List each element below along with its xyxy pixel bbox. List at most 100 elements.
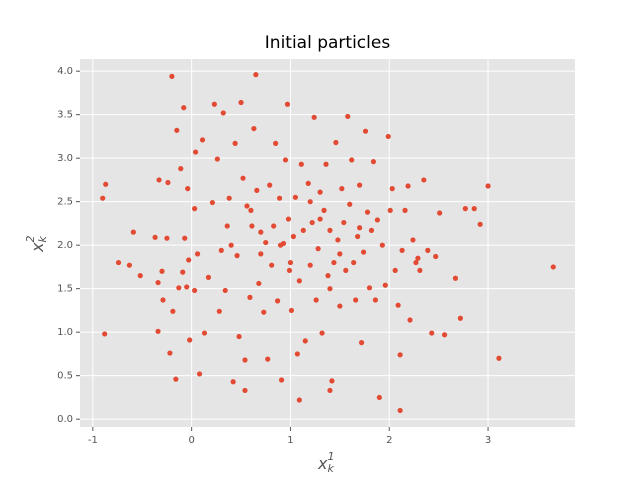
point: [462, 206, 468, 212]
point: [358, 340, 365, 346]
point: [278, 377, 285, 383]
point: [309, 219, 315, 226]
point: [218, 247, 224, 253]
point: [205, 274, 212, 280]
point: [263, 239, 269, 246]
y-axis-label: x2k: [24, 236, 49, 253]
point: [199, 137, 206, 143]
point: [415, 255, 421, 261]
x-axis-label-sup: 1: [327, 450, 334, 463]
point: [357, 182, 363, 188]
point: [477, 221, 483, 227]
point: [321, 207, 327, 213]
point: [103, 181, 109, 187]
y-tick-label: 2.5: [57, 197, 73, 208]
point: [165, 179, 171, 186]
point: [277, 242, 284, 248]
point: [397, 352, 403, 358]
point: [343, 267, 349, 274]
point: [186, 257, 192, 263]
point: [374, 217, 380, 223]
point: [267, 182, 273, 188]
point: [234, 253, 240, 259]
point: [302, 338, 308, 344]
point: [228, 242, 234, 248]
point: [372, 297, 379, 303]
point: [364, 209, 371, 215]
point: [437, 210, 443, 216]
point: [242, 387, 248, 394]
point: [130, 229, 136, 235]
point: [286, 267, 293, 274]
point: [269, 262, 275, 268]
point: [345, 113, 351, 120]
point: [201, 330, 208, 336]
point: [296, 397, 302, 403]
point: [271, 223, 277, 229]
point: [300, 227, 306, 233]
point: [407, 317, 413, 323]
point: [236, 333, 242, 340]
point: [397, 407, 403, 414]
point: [261, 309, 267, 315]
point: [209, 199, 215, 206]
point: [355, 233, 361, 240]
point: [433, 253, 439, 260]
point: [211, 101, 217, 107]
point: [290, 233, 297, 240]
x-tick-label: 2: [386, 435, 392, 446]
point: [327, 227, 333, 233]
point: [220, 110, 226, 116]
x-tick-label: -1: [88, 435, 98, 446]
point: [249, 223, 255, 229]
point: [232, 140, 238, 146]
point: [317, 189, 323, 195]
point: [370, 159, 377, 165]
y-axis-label-sub: k: [36, 236, 49, 243]
point: [192, 206, 198, 212]
x-tick-label: 0: [188, 435, 194, 446]
point: [323, 161, 329, 167]
point: [325, 273, 331, 279]
point: [224, 223, 230, 229]
point: [366, 285, 373, 291]
point: [216, 308, 222, 314]
x-axis-label-base: x: [317, 454, 328, 473]
point: [192, 287, 198, 294]
y-tick-label: 1.0: [57, 327, 73, 338]
point: [247, 294, 253, 300]
point: [429, 330, 435, 336]
point: [102, 331, 108, 337]
point: [341, 219, 347, 226]
point: [196, 371, 203, 377]
point: [253, 72, 259, 78]
point: [254, 187, 260, 193]
point: [550, 264, 556, 270]
point: [417, 267, 423, 274]
point: [485, 183, 491, 189]
point: [327, 286, 333, 292]
point: [294, 351, 300, 357]
point: [327, 387, 333, 394]
point: [159, 268, 165, 274]
point: [337, 251, 343, 257]
point: [176, 285, 182, 291]
point: [307, 199, 313, 205]
y-tick-label: 3.5: [57, 110, 73, 121]
point: [311, 114, 317, 120]
point: [284, 101, 291, 107]
point: [256, 280, 262, 287]
point: [421, 177, 427, 183]
point: [307, 262, 313, 268]
point: [351, 259, 357, 266]
point: [379, 242, 385, 248]
y-tick-label: 1.5: [57, 284, 73, 295]
point: [315, 246, 321, 252]
point: [329, 378, 335, 384]
y-tick-label: 2.0: [57, 240, 73, 251]
point: [313, 297, 319, 303]
point: [413, 259, 419, 266]
point: [287, 259, 294, 266]
point: [275, 298, 281, 304]
